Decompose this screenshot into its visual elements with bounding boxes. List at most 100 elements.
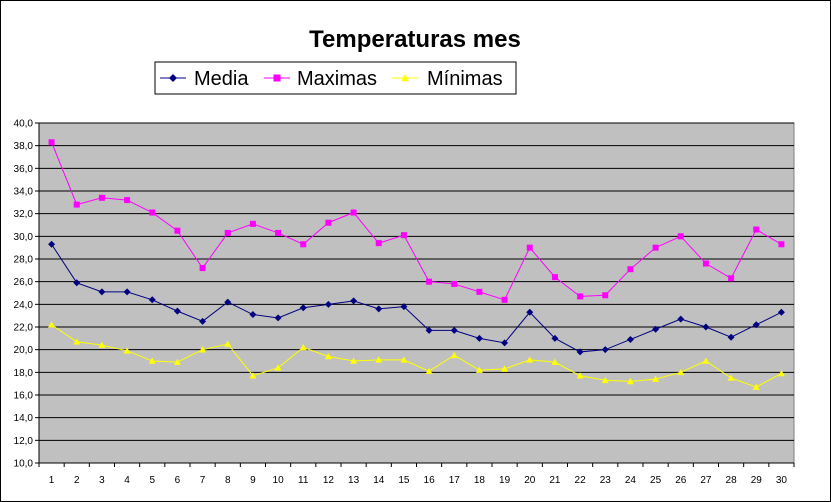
data-point	[601, 346, 609, 354]
data-point	[501, 365, 509, 372]
data-point	[350, 357, 358, 364]
data-point	[73, 201, 80, 208]
data-point	[526, 308, 534, 316]
data-point	[148, 357, 156, 364]
x-tick-label: 20	[524, 475, 536, 486]
data-point	[426, 278, 433, 285]
series-media	[48, 240, 785, 356]
data-point	[451, 280, 458, 287]
data-point	[626, 377, 634, 385]
data-point	[224, 298, 232, 306]
data-point	[526, 356, 534, 363]
data-point	[677, 315, 685, 323]
data-point	[526, 244, 533, 251]
data-point	[652, 325, 660, 333]
data-point	[174, 227, 181, 234]
chart-title: Temperaturas mes	[309, 26, 521, 53]
x-tick-label: 17	[449, 475, 461, 486]
legend-label: Media	[194, 68, 249, 90]
data-point	[652, 375, 660, 382]
data-point	[73, 279, 81, 287]
y-tick-label: 32,0	[14, 209, 34, 220]
legend-marker	[273, 74, 281, 82]
x-tick-label: 21	[549, 475, 561, 486]
y-tick-label: 22,0	[14, 323, 34, 334]
data-point	[551, 358, 559, 365]
series-mínimas	[48, 321, 785, 390]
x-tick-label: 23	[600, 475, 612, 486]
series-maximas	[48, 139, 785, 303]
data-point	[249, 372, 257, 379]
data-point	[551, 274, 558, 281]
data-point	[450, 351, 458, 359]
data-point	[602, 292, 609, 299]
data-point	[425, 367, 433, 374]
data-point	[753, 226, 760, 233]
data-point	[173, 307, 181, 315]
y-tick-label: 26,0	[14, 277, 34, 288]
y-tick-label: 14,0	[14, 413, 34, 424]
data-point	[652, 244, 659, 251]
x-tick-label: 24	[625, 475, 637, 486]
data-point	[777, 308, 785, 316]
data-point	[324, 352, 332, 360]
x-tick-label: 5	[149, 475, 155, 486]
y-tick-label: 16,0	[14, 391, 34, 402]
data-point	[728, 275, 735, 282]
data-point	[576, 372, 584, 379]
legend-label: Maximas	[297, 68, 377, 90]
data-point	[752, 383, 760, 390]
data-point	[274, 314, 282, 322]
data-point	[173, 358, 181, 365]
data-point	[123, 288, 131, 296]
data-point	[501, 296, 508, 303]
data-point	[425, 326, 433, 334]
y-axis: 10,0 12,0 14,0 16,0 18,0 20,0 22,0 24,0 26,0 28,0…	[14, 119, 40, 470]
data-point	[249, 311, 257, 319]
data-point	[475, 366, 483, 373]
x-tick-label: 26	[675, 475, 687, 486]
x-tick-label: 29	[751, 475, 763, 486]
y-tick-label: 38,0	[14, 141, 34, 152]
data-point	[677, 368, 685, 376]
y-tick-label: 20,0	[14, 345, 34, 356]
x-tick-label: 1	[49, 475, 55, 486]
data-point	[98, 194, 105, 201]
data-point	[325, 219, 332, 226]
data-point	[551, 334, 559, 342]
y-tick-label: 40,0	[14, 119, 34, 130]
data-point	[626, 335, 634, 343]
data-point	[576, 348, 584, 356]
data-point	[627, 266, 634, 273]
x-tick-label: 6	[175, 475, 181, 486]
legend: Media Maximas Mínimas	[154, 61, 517, 95]
x-tick-label: 12	[323, 475, 335, 486]
data-point	[98, 341, 106, 348]
x-tick-label: 16	[424, 475, 436, 486]
data-point	[48, 240, 56, 248]
data-point	[124, 197, 131, 204]
data-point	[48, 321, 56, 328]
data-point	[299, 343, 307, 351]
x-tick-label: 18	[474, 475, 486, 486]
data-point	[199, 317, 207, 325]
data-point	[501, 339, 509, 347]
data-point	[148, 296, 156, 304]
series-line	[51, 324, 782, 388]
x-tick-label: 19	[499, 475, 511, 486]
data-point	[777, 369, 785, 377]
data-point	[702, 260, 709, 267]
x-tick-label: 9	[250, 475, 256, 486]
data-point	[752, 321, 760, 329]
y-tick-label: 18,0	[14, 368, 34, 379]
data-point	[476, 288, 483, 295]
data-point	[727, 333, 735, 341]
data-point	[299, 304, 307, 312]
data-point	[601, 376, 609, 384]
legend-marker	[169, 74, 177, 82]
x-tick-label: 28	[726, 475, 738, 486]
data-point	[677, 233, 684, 240]
x-tick-label: 30	[776, 475, 788, 486]
y-tick-label: 30,0	[14, 232, 34, 243]
